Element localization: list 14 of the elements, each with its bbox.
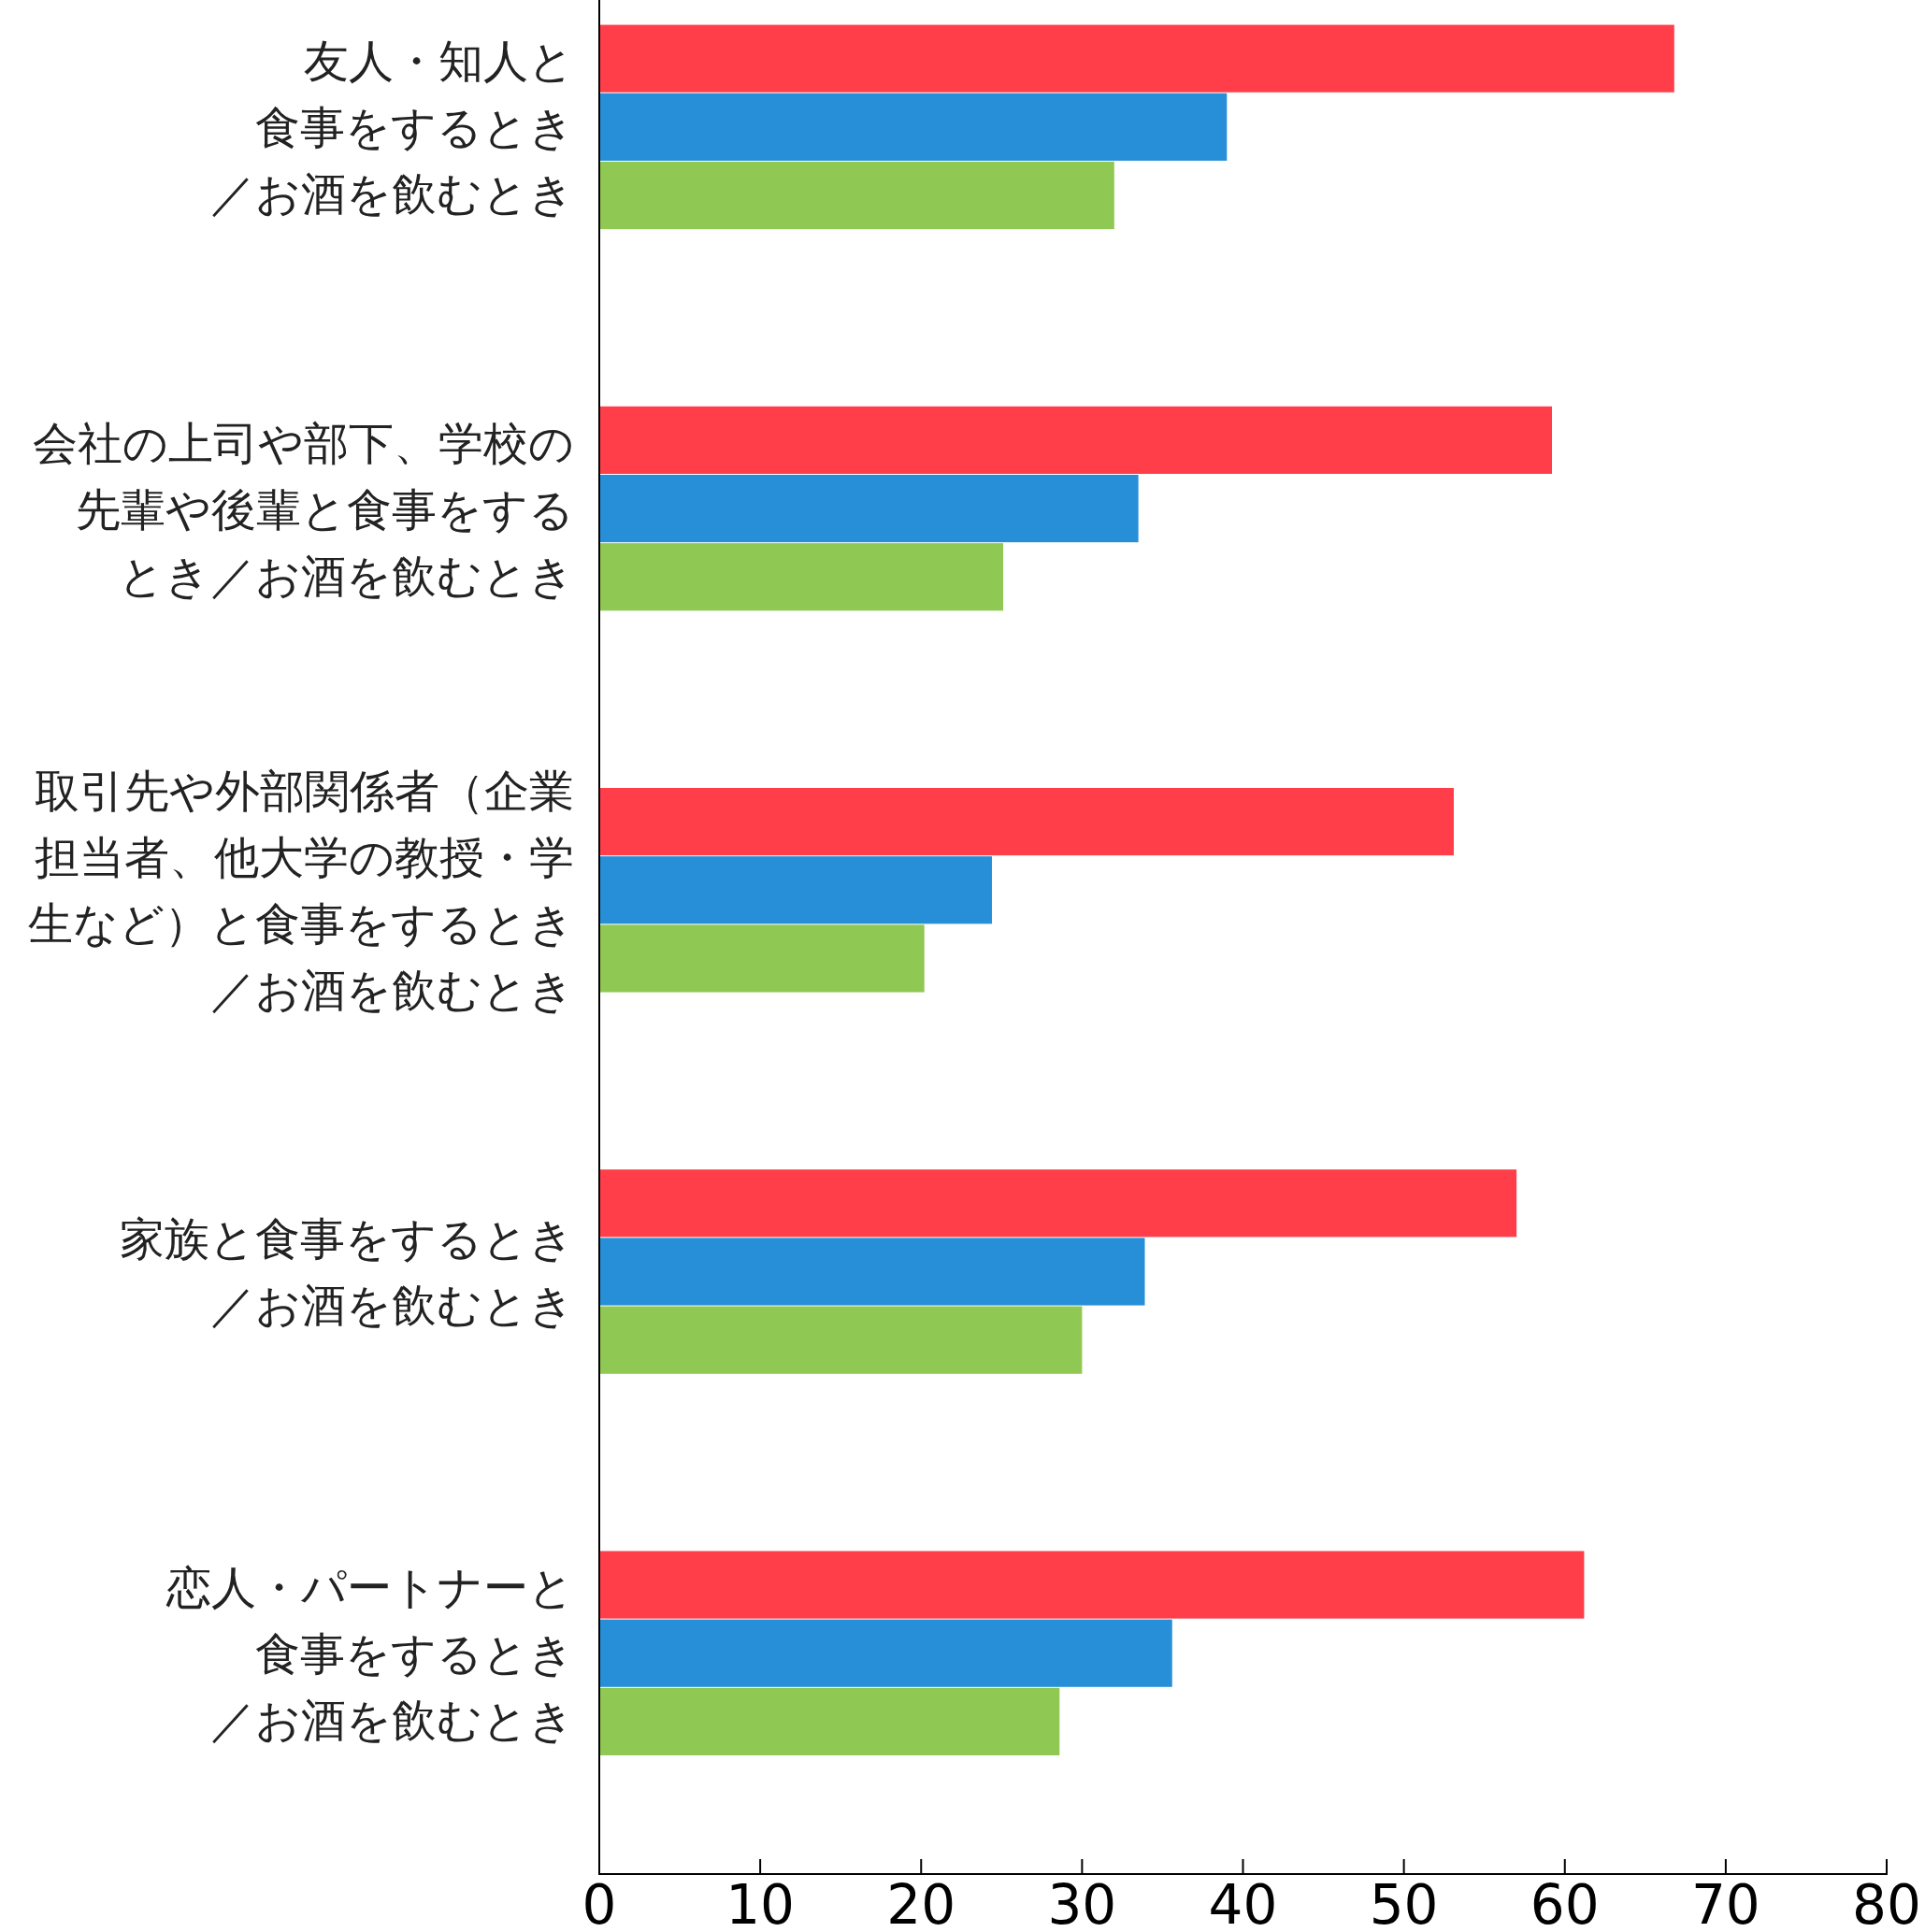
y-tick-label: 取引先や外部関係者（企業担当者、他大学の教授・学生など）と食事をするとき／お酒を飲むとき bbox=[28, 765, 574, 1017]
y-tick-label: 恋人・パートナーと食事をするとき／お酒を飲むとき bbox=[165, 1561, 574, 1747]
x-tick-label: 40 bbox=[1208, 1873, 1278, 1932]
x-tick-label: 50 bbox=[1369, 1873, 1439, 1932]
x-tick-label: 20 bbox=[886, 1873, 956, 1932]
x-tick-label: 30 bbox=[1047, 1873, 1117, 1932]
x-tick-label: 10 bbox=[725, 1873, 796, 1932]
x-tick-label: 60 bbox=[1530, 1873, 1600, 1932]
y-tick-label: 会社の上司や部下、学校の先輩や後輩と食事をするとき／お酒を飲むとき bbox=[33, 416, 574, 602]
x-tick-label: 80 bbox=[1852, 1873, 1921, 1932]
y-tick-label: 家族と食事をするとき／お酒を飲むとき bbox=[120, 1212, 574, 1332]
x-tick-label: 70 bbox=[1690, 1873, 1760, 1932]
x-tick-label: 0 bbox=[582, 1873, 617, 1932]
y-tick-label: 友人・知人と食事をするとき／お酒を飲むとき bbox=[210, 35, 574, 221]
